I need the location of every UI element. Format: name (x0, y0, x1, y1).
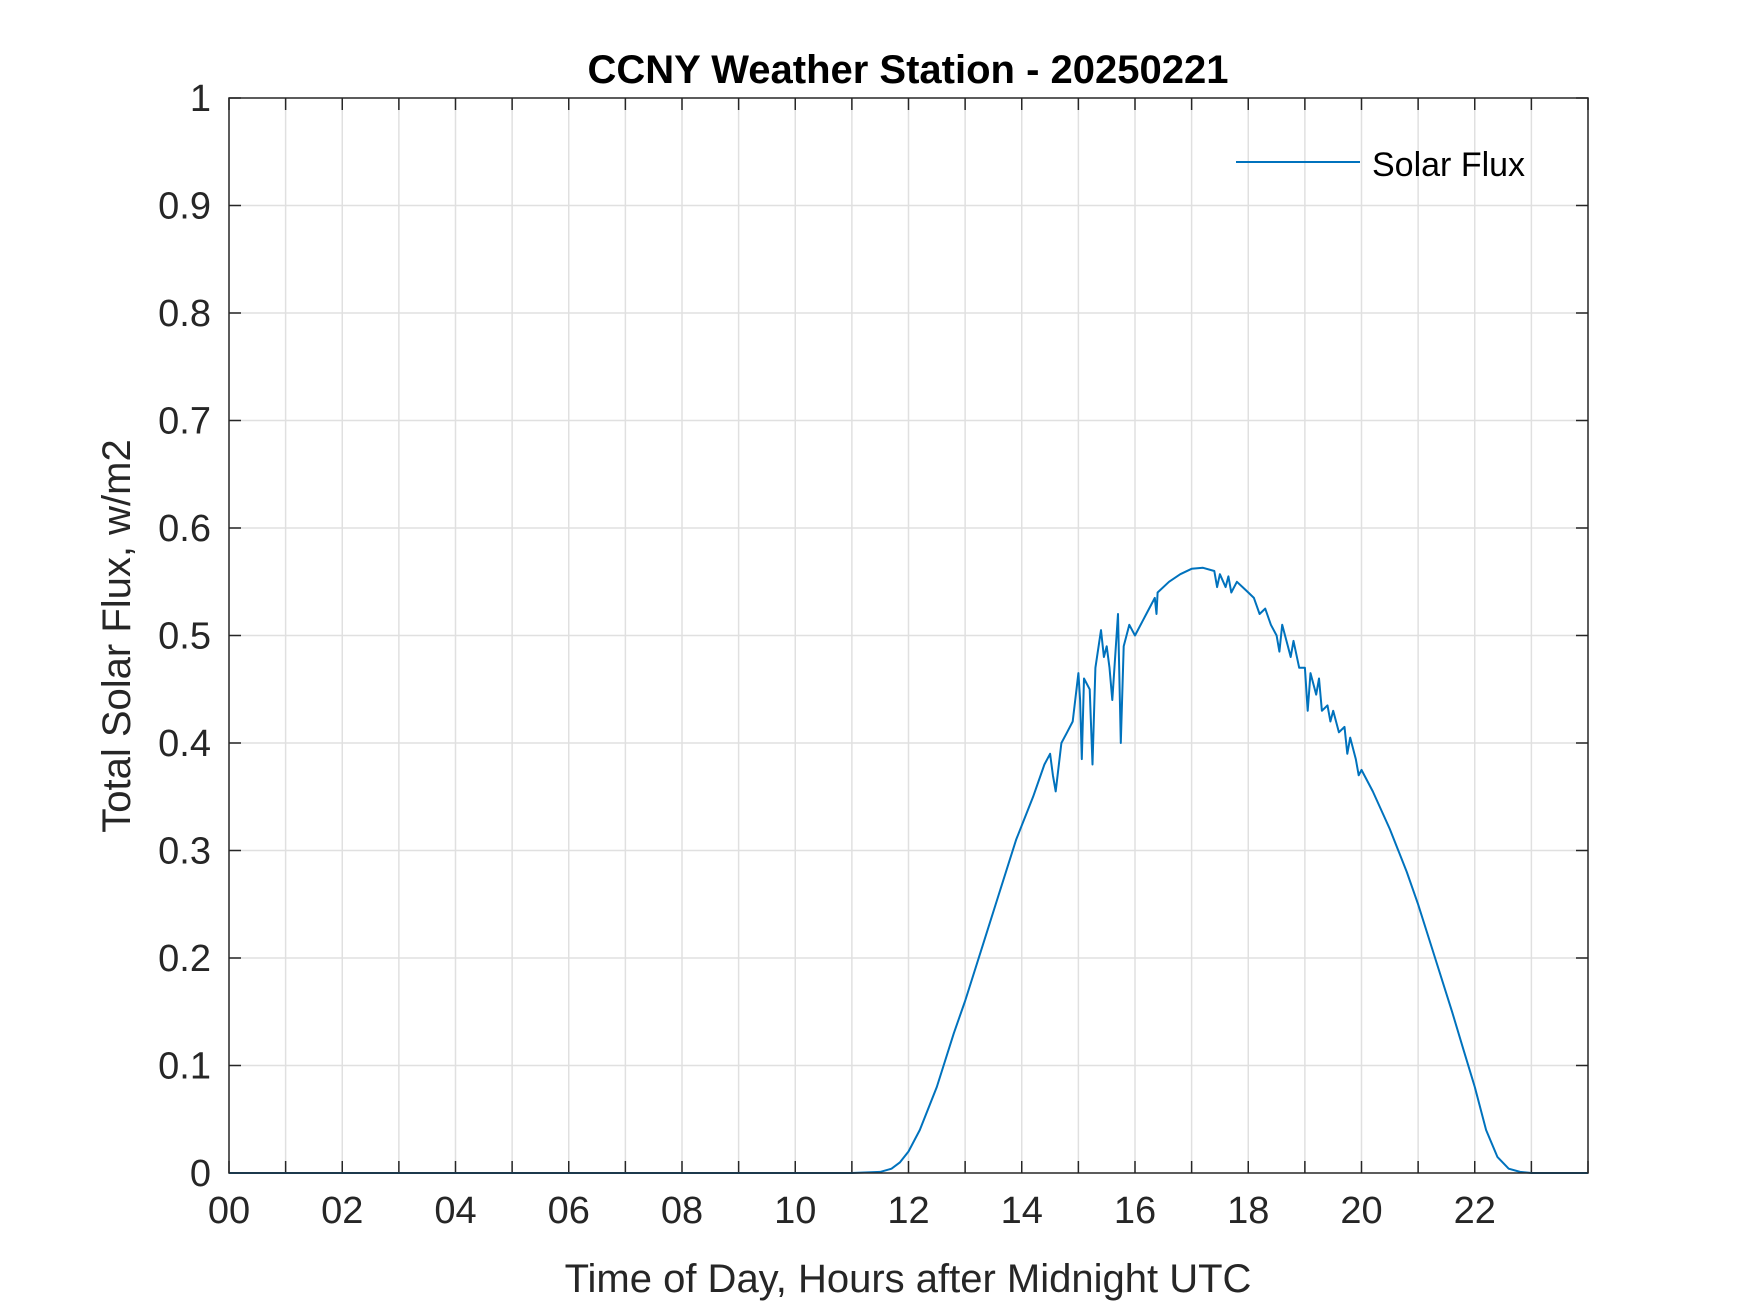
y-tick-label: 0.4 (158, 723, 211, 765)
x-tick-label: 10 (774, 1190, 816, 1232)
x-tick-label: 16 (1114, 1190, 1156, 1232)
x-tick-label: 08 (661, 1190, 703, 1232)
x-tick-labels: 00 02 04 06 08 10 12 14 16 18 20 22 (208, 1190, 1496, 1232)
chart-title: CCNY Weather Station - 20250221 (588, 48, 1229, 92)
x-tick-label: 14 (1001, 1190, 1043, 1232)
legend: Solar Flux (1236, 146, 1525, 184)
y-tick-label: 0 (190, 1153, 211, 1195)
y-tick-label: 1 (190, 78, 211, 120)
y-tick-label: 0.2 (158, 938, 211, 980)
y-tick-label: 0.9 (158, 186, 211, 228)
x-tick-label: 02 (321, 1190, 363, 1232)
y-tick-label: 0.8 (158, 293, 211, 335)
plot-frame (228, 97, 1589, 1174)
y-tick-label: 0.5 (158, 616, 211, 658)
y-tick-labels: 0 0.1 0.2 0.3 0.4 0.5 0.6 0.7 0.8 0.9 1 (158, 78, 211, 1195)
legend-label-solar-flux: Solar Flux (1372, 146, 1525, 184)
x-tick-label: 06 (548, 1190, 590, 1232)
x-tick-label: 20 (1340, 1190, 1382, 1232)
y-tick-label: 0.1 (158, 1046, 211, 1088)
x-tick-label: 00 (208, 1190, 250, 1232)
y-tick-label: 0.7 (158, 401, 211, 443)
y-tick-label: 0.3 (158, 831, 211, 873)
x-tick-label: 18 (1227, 1190, 1269, 1232)
y-axis-label: Total Solar Flux, w/m2 (95, 439, 139, 832)
x-tick-label: 12 (887, 1190, 929, 1232)
series-line-solar-flux (229, 566, 1588, 1174)
y-tick-label: 0.6 (158, 508, 211, 550)
series-lines (229, 566, 1588, 1174)
x-axis-label: Time of Day, Hours after Midnight UTC (565, 1257, 1252, 1301)
grid-lines (229, 98, 1588, 1173)
x-tick-label: 04 (434, 1190, 476, 1232)
x-tick-label: 22 (1454, 1190, 1496, 1232)
